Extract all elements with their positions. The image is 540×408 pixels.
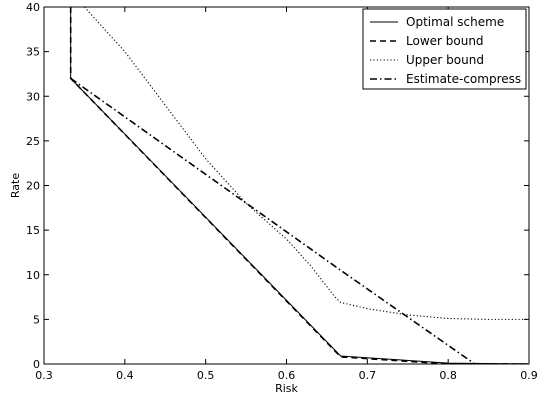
x-tick-label: 0.3 <box>35 369 53 382</box>
x-tick-label: 0.7 <box>359 369 377 382</box>
legend-label-estimate-compress: Estimate-compress <box>406 72 521 86</box>
series-line-estimate-compress <box>70 77 529 364</box>
x-tick-label: 0.6 <box>278 369 296 382</box>
series-layer <box>69 7 529 364</box>
legend-label-upper-bound: Upper bound <box>406 53 484 67</box>
legend: Optimal scheme Lower bound Upper bound Esti… <box>362 8 527 90</box>
x-tick-label: 0.5 <box>197 369 215 382</box>
y-tick-label: 25 <box>26 135 40 148</box>
x-tick-label: 0.9 <box>520 369 538 382</box>
y-tick-label: 30 <box>26 90 40 103</box>
y-axis-label: Rate <box>9 173 22 198</box>
y-tick-label: 0 <box>33 358 40 371</box>
x-tick-label: 0.4 <box>116 369 134 382</box>
y-tick-label: 5 <box>33 313 40 326</box>
y-tick-label: 40 <box>26 1 40 14</box>
y-tick-label: 15 <box>26 224 40 237</box>
x-axis-label: Risk <box>275 382 298 395</box>
y-tick-label: 35 <box>26 46 40 59</box>
series-line-upper-bound <box>84 7 529 320</box>
y-tick-label: 10 <box>26 269 40 282</box>
x-tick-label: 0.8 <box>439 369 457 382</box>
legend-label-optimal-scheme: Optimal scheme <box>406 15 504 29</box>
legend-label-lower-bound: Lower bound <box>406 34 484 48</box>
y-tick-label: 20 <box>26 180 40 193</box>
